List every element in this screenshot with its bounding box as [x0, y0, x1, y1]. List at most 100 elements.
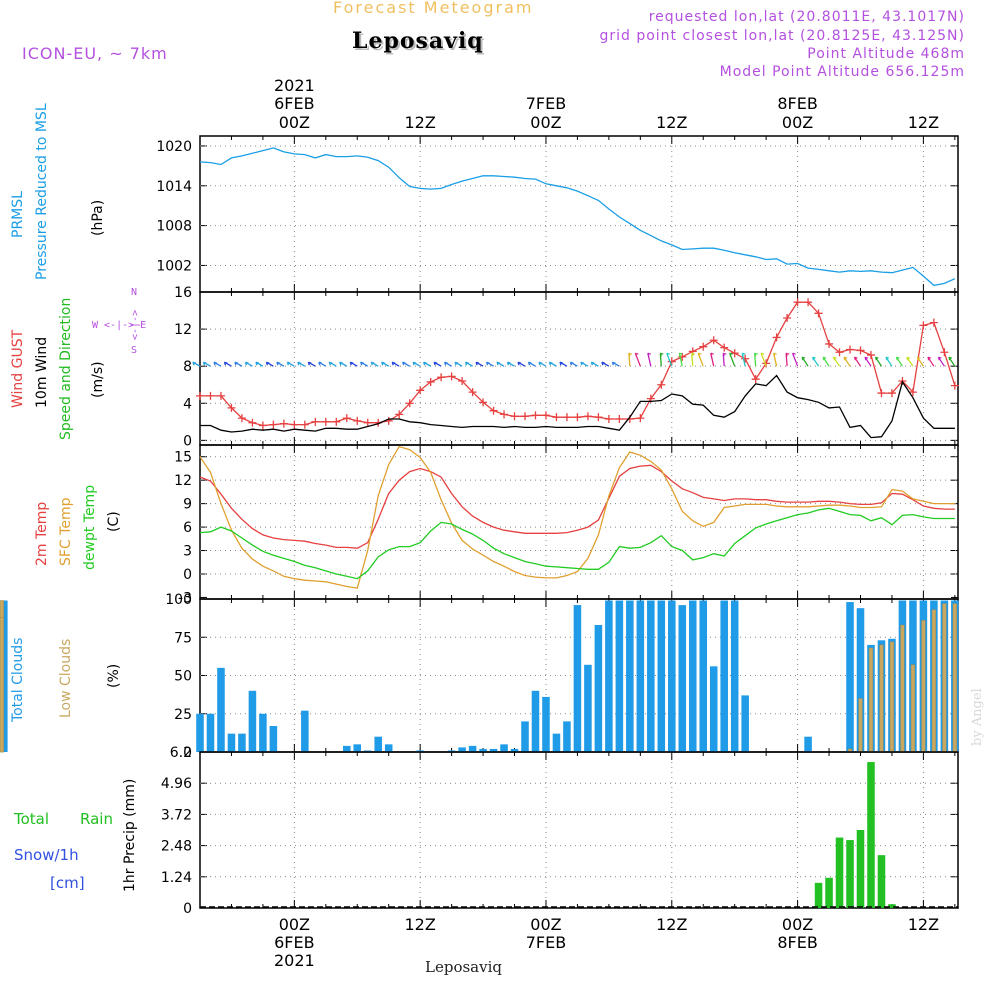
top-year-label: 2021 [274, 76, 315, 95]
total-clouds-bar [248, 690, 257, 752]
panel-3-ytick-label: 15 [174, 450, 192, 466]
gust-point [468, 388, 477, 397]
total-clouds-bar [563, 721, 571, 752]
gridpoint-coords: grid point closest lon,lat (20.8125E, 43… [599, 28, 965, 44]
panel-4-ytick-label: 0 [183, 745, 192, 761]
compass-we: W <-|-> E [92, 320, 147, 331]
gust-point [363, 418, 372, 427]
panel-3-series-2m-temp [199, 464, 955, 549]
wind-direction-arrow [255, 361, 264, 367]
wind-direction-arrow [244, 361, 253, 367]
gust-point [877, 389, 886, 398]
gust-point [489, 406, 498, 415]
gust-point [290, 420, 299, 429]
wind-direction-arrow [265, 361, 274, 367]
rain-bar [856, 830, 865, 908]
meteogram-title: Forecast Meteogram [333, 0, 534, 17]
panel-5-ytick-label: 1.24 [161, 870, 192, 886]
panel-1-frame [199, 135, 959, 293]
total-clouds-bar [238, 733, 246, 752]
gust-point [279, 419, 288, 428]
total-clouds-bar [227, 733, 236, 752]
gust-point [699, 342, 708, 351]
wind-direction-arrow [811, 356, 820, 367]
low-clouds-bar [0, 617, 5, 753]
wind-direction-arrow [590, 361, 599, 367]
footer-place: Leposaviq [425, 958, 502, 976]
top-date-label: 6FEB [274, 94, 314, 113]
gust-point [353, 416, 362, 425]
wind-direction-arrow [559, 361, 568, 367]
wind-direction-arrow [666, 352, 673, 367]
wind-direction-arrow [754, 352, 758, 367]
total-clouds-bar [846, 602, 854, 752]
gust-point [657, 380, 666, 389]
wind-direction-arrow [853, 356, 862, 367]
gust-point [479, 398, 488, 407]
wind-direction-arrow [433, 361, 442, 367]
panel-2-ytick-label: 8 [183, 359, 192, 375]
wind-direction-arrow [370, 361, 379, 367]
wind-direction-arrow [659, 352, 664, 367]
gust-point [793, 298, 802, 307]
total-clouds-bar [458, 747, 466, 752]
compass-s: S [131, 345, 138, 356]
wind-direction-arrow [506, 361, 515, 367]
place-name: Leposaviq [352, 28, 484, 54]
wind-direction-arrow [801, 356, 809, 367]
panel-2-ytick-label: 16 [174, 285, 192, 301]
wind-direction-arrow [822, 356, 830, 367]
wind-direction-arrow [464, 361, 473, 367]
wind-direction-arrow [843, 356, 851, 367]
panel-4-ytick-label: 100 [165, 592, 192, 608]
wind-direction-arrow [832, 356, 841, 367]
gust-point [594, 413, 603, 422]
panel-3-ytick-label: 9 [183, 497, 192, 513]
top-hour-label: 00Z [279, 113, 310, 132]
wind-direction-arrow [213, 361, 222, 367]
wind-direction-arrow [722, 352, 727, 367]
wind-direction-arrow [360, 361, 369, 367]
gust-point [206, 391, 215, 400]
gust-point [405, 399, 414, 408]
wind-direction-arrow [906, 356, 914, 367]
wind-direction-arrow [729, 352, 736, 367]
panel-3-ytick-label: 0 [183, 567, 192, 583]
total-clouds-bar [489, 748, 498, 752]
bottom-hour-label: 00Z [530, 915, 561, 934]
total-clouds-bar [259, 713, 267, 752]
wind-direction-arrow [948, 356, 956, 367]
panel-4-ytick-label: 25 [174, 707, 192, 723]
low-clouds-bar [900, 624, 905, 753]
wind-direction-arrow [286, 361, 295, 367]
wind-direction-arrow [569, 361, 578, 367]
wind-direction-arrow [412, 361, 421, 367]
panel-5-frame [199, 751, 959, 909]
total-clouds-bar [605, 600, 613, 752]
low-clouds-bar [921, 620, 926, 753]
wind-direction-arrow [937, 356, 945, 367]
rain-bar [814, 882, 823, 908]
low-clouds-bar [931, 609, 937, 753]
precip-total-label: Total [14, 810, 50, 828]
bottom-date-label: 6FEB [274, 933, 314, 952]
total-clouds-bar [584, 664, 592, 752]
panel-2-ytick-label: 0 [183, 433, 192, 449]
total-clouds-bar [720, 600, 728, 752]
gust-point [416, 386, 425, 395]
wind-direction-arrow [297, 361, 306, 367]
low-clouds-bar [942, 603, 947, 753]
requested-coords: requested lon,lat (20.8011E, 43.1017N) [648, 9, 965, 25]
total-clouds-bar [353, 744, 362, 752]
gust-point [248, 418, 257, 427]
total-clouds-bar [699, 600, 708, 752]
wind-direction-arrow [927, 356, 935, 367]
gust-point [521, 412, 530, 421]
wind-direction-arrow [785, 352, 790, 367]
panel-1-ytick-label: 1020 [156, 139, 192, 155]
panel-5-ytick-label: 6.2 [170, 745, 192, 761]
panel-1-ytick-label: 1002 [156, 258, 192, 274]
panel-3-ytick-label: 12 [174, 473, 192, 489]
wind-direction-arrow [885, 356, 893, 367]
